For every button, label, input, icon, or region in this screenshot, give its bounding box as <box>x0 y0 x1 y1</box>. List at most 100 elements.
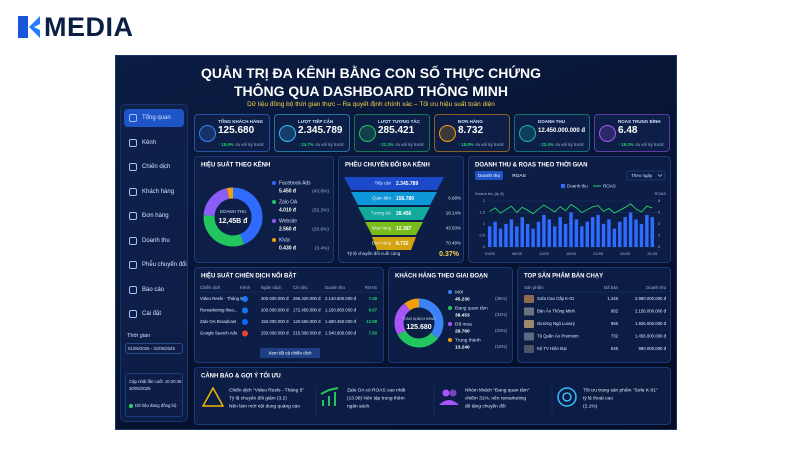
y-tick-label: 1.5 <box>479 210 485 215</box>
period-select[interactable]: 01/05/2025 - 31/05/2025 <box>125 343 183 354</box>
table-cell: 1.926.000.000 đ <box>635 321 667 326</box>
stage-name: Mua hàng <box>372 226 392 231</box>
table-cell: 286.320.000 đ <box>293 296 321 301</box>
table-cell: 1.150.860.000 đ <box>325 308 357 313</box>
nav-label: Khách hàng <box>142 188 175 195</box>
table-cell: 300.000.000 đ <box>261 296 289 301</box>
tab-label: ROAS <box>512 173 526 179</box>
period-dropdown[interactable] <box>626 170 666 181</box>
nav-item[interactable]: Chiến dịch <box>124 158 184 176</box>
revenue-bar <box>634 219 638 247</box>
alert-icon <box>201 386 225 407</box>
legend-dot <box>448 306 452 310</box>
revenue-bar <box>618 221 622 247</box>
kpi-note: so với kỳ trước <box>395 142 425 147</box>
table-cell: Bàn Ăn Thông Minh <box>537 309 576 314</box>
nav-item[interactable]: Doanh thu <box>124 232 184 250</box>
legend-name: Facebook Ads <box>279 180 311 186</box>
updated-date: 30/05/2025 <box>129 386 151 391</box>
panel-graphic: TOP SẢN PHẨM BÁN CHẠY Sản phẩm Đã bán Doanh… <box>523 273 667 353</box>
donut-segment <box>404 298 420 311</box>
revenue-bar <box>558 217 562 247</box>
table-cell: 732 <box>611 334 619 339</box>
revenue-bar <box>520 217 524 247</box>
donut-segment <box>203 188 230 217</box>
legend-share: (23%) <box>495 328 508 333</box>
y-tick-label: 0.5 <box>479 233 485 238</box>
final-label: Tỷ lệ chuyển đổi cuối cùng <box>347 250 401 256</box>
kpi-note: so với kỳ trước <box>555 142 585 147</box>
nav-item[interactable]: Cài đặt <box>124 305 184 323</box>
y2-tick-label: 2 <box>658 233 661 238</box>
panel-graphic: PHỄU CHUYỂN ĐỔI ĐA KÊNH Tiếp cận 2.345.789… <box>344 161 461 258</box>
channel-icon <box>242 319 248 325</box>
funnel-stage <box>358 207 430 220</box>
channel-icon <box>242 330 248 337</box>
alert-text: Tỷ lệ chuyển đổi giảm (3.2) <box>229 394 287 401</box>
revenue-bar <box>628 212 633 247</box>
nav-icon <box>129 261 137 269</box>
panel-title: KHÁCH HÀNG THEO GIAI ĐOẠN <box>395 273 488 280</box>
table-cell: 150.000.000 đ <box>261 319 289 324</box>
y2-tick-label: 0 <box>658 244 661 249</box>
table-cell: 1.680.450.000 đ <box>325 319 357 324</box>
nav-item[interactable]: Kênh <box>124 134 184 152</box>
kpi-icon <box>439 125 456 142</box>
nav-item[interactable]: Đơn hàng <box>124 207 184 225</box>
channel-panel: HIỆU SUẤT THEO KÊNH DOANH THU 12,45B đ Face… <box>194 156 334 263</box>
column-header: Đã bán <box>604 285 618 290</box>
table-cell: 6.67 <box>369 308 378 313</box>
revenue-bar <box>612 228 617 247</box>
revenue-bar <box>509 219 514 247</box>
panel-graphic: CẢNH BÁO & GỢI Ý TỐI ƯU Chiến dịch "Video… <box>201 373 658 418</box>
x-tick-label: 11/05 <box>539 251 549 256</box>
alert-text: Chiến dịch "Video Reels - Tháng 5" <box>229 387 304 393</box>
legend-label: ROAS <box>603 183 616 188</box>
kpi-note: so với kỳ trước <box>235 142 265 147</box>
alert-text: Zalo OA có ROAS cao nhất <box>347 387 406 393</box>
legend-name: Khác <box>279 237 291 243</box>
stage-rate: 6.68% <box>448 196 461 201</box>
revenue-bar <box>515 226 519 247</box>
stage-value: 8.732 <box>396 241 409 247</box>
legend-share: (20.6%) <box>312 226 329 232</box>
panel-title: DOANH THU & ROAS THEO THỜI GIAN <box>475 161 587 169</box>
legend-name: Website <box>279 218 297 224</box>
legend-count: 38.453 <box>455 312 470 318</box>
funnel-stage <box>351 192 437 205</box>
legend-dot <box>448 338 452 342</box>
kpi-icon <box>599 125 616 142</box>
revenue-bar <box>547 219 552 247</box>
legend-dot <box>448 322 452 326</box>
legend-share: (31%) <box>495 312 508 317</box>
kpi-change: ↑ 19.2% <box>618 142 634 147</box>
revenue-bar <box>493 221 497 247</box>
nav-label: Phễu chuyển đổi <box>142 262 187 268</box>
kpi-change-row: ↑ 15.8% so với kỳ trước <box>458 142 504 147</box>
table-cell: 856 <box>611 321 619 326</box>
kpi-label: ĐƠN HÀNG <box>458 119 483 124</box>
campaign-panel: HIỆU SUẤT CHIẾN DỊCH NỔI BẬT Chiến dịch Kê… <box>194 267 384 363</box>
nav-label: Đơn hàng <box>142 213 169 219</box>
view-all-button[interactable] <box>260 348 320 358</box>
nav-item[interactable]: Báo cáo <box>124 281 184 299</box>
donut-center-value: 125.680 <box>406 324 431 331</box>
title-line: THÔNG QUA DASHBOARD THÔNG MINH <box>233 83 509 99</box>
legend-name: Đã mua <box>455 321 472 327</box>
nav-item[interactable]: Khách hàng <box>124 183 184 201</box>
kpi-label: LƯỢT TƯƠNG TÁC <box>378 119 420 124</box>
legend-amount: 5.450 đ <box>279 188 297 194</box>
nav-item[interactable]: Phễu chuyển đổi <box>124 256 187 274</box>
revenue-bar <box>542 214 546 247</box>
nav-item[interactable]: Tổng quan <box>124 109 184 127</box>
table-cell: 982 <box>611 309 619 314</box>
kpi-note: so với kỳ trước <box>635 142 665 147</box>
nav-label: Báo cáo <box>142 286 165 293</box>
table-cell: Giường Ngủ Luxury <box>537 321 576 326</box>
table-cell: 1.540.900.000 đ <box>325 331 357 336</box>
nav-icon <box>129 212 137 220</box>
updated-label: Cập nhật lần cuối: 10:30:45 <box>129 379 182 384</box>
x-tick-label: 16/05 <box>566 251 577 256</box>
tab[interactable] <box>475 171 503 180</box>
